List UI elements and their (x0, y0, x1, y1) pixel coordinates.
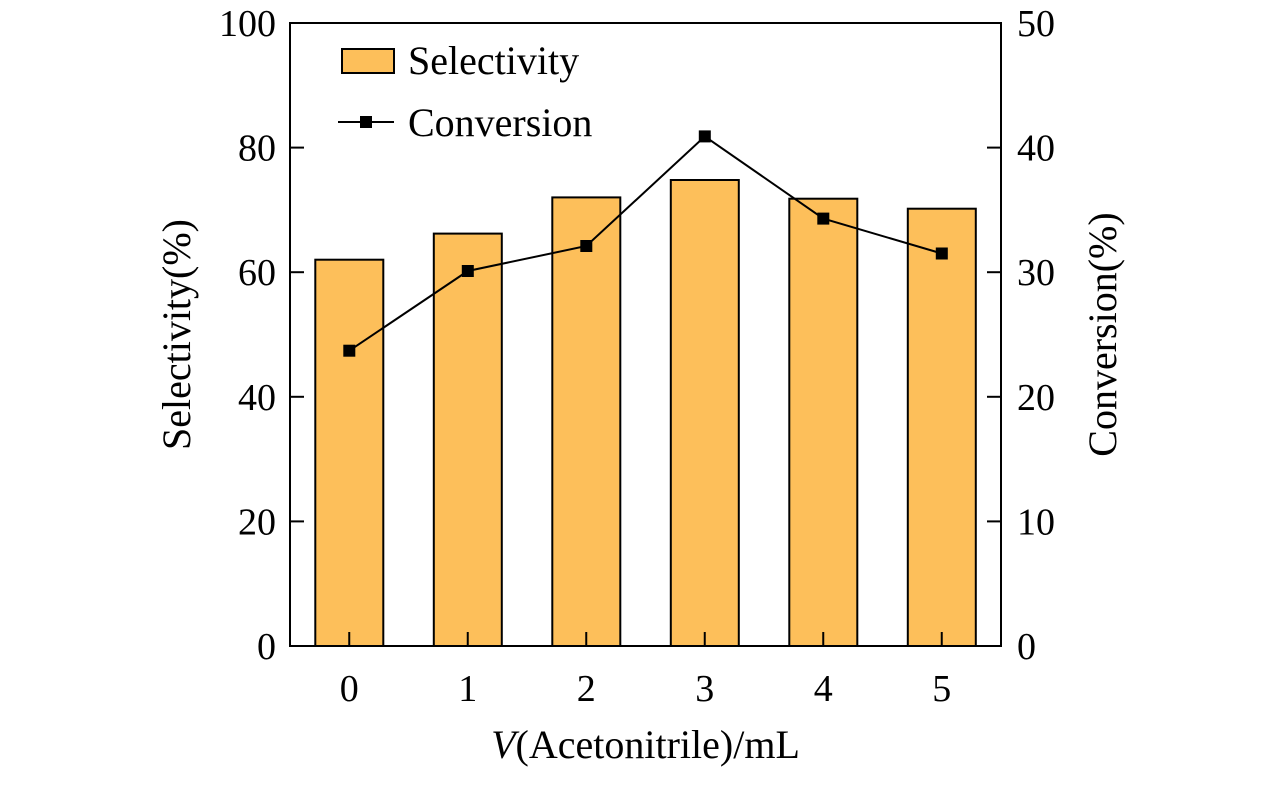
left-y-tick-label-0: 0 (257, 626, 276, 668)
legend-selectivity-label: Selectivity (408, 38, 579, 83)
selectivity-bar-0 (314, 258, 385, 647)
selectivity-bar-4 (788, 197, 859, 647)
plot-frame (289, 22, 1002, 647)
right-y-axis-ticks: 0 10 20 30 40 50 (987, 3, 1055, 668)
right-y-axis-title: Conversion(%) (1080, 212, 1125, 456)
left-y-axis-title: Selectivity(%) (154, 219, 199, 450)
right-y-tick-label-50: 50 (1017, 3, 1055, 45)
x-tick-label-3: 3 (695, 668, 714, 710)
conversion-point-5 (935, 247, 948, 260)
legend-conversion-label: Conversion (408, 100, 592, 145)
selectivity-bar-1 (432, 232, 503, 647)
right-y-tick-label-30: 30 (1017, 252, 1055, 294)
right-y-tick-label-0: 0 (1017, 626, 1036, 668)
right-y-tick-label-10: 10 (1017, 501, 1055, 543)
right-y-tick-label-40: 40 (1017, 128, 1055, 170)
x-axis-title-italic: V (491, 722, 520, 767)
left-y-tick-label-20: 20 (238, 501, 276, 543)
conversion-point-2 (580, 240, 593, 252)
x-tick-label-2: 2 (577, 668, 596, 710)
conversion-point-1 (461, 265, 474, 277)
left-y-tick-label-60: 60 (238, 252, 276, 294)
selectivity-bar-3 (669, 179, 740, 647)
conversion-point-3 (698, 130, 711, 143)
conversion-line (348, 135, 943, 352)
x-axis-title-rest: (Acetonitrile)/mL (516, 722, 800, 767)
legend-conversion-marker (360, 116, 372, 128)
legend: Selectivity Conversion (338, 38, 592, 145)
x-tick-label-5: 5 (932, 668, 951, 710)
legend-selectivity-swatch (341, 48, 395, 74)
conversion-series-group (343, 130, 948, 357)
x-tick-label-1: 1 (458, 668, 477, 710)
x-axis-title: V(Acetonitrile)/mL (491, 722, 800, 767)
left-y-axis-ticks: 0 20 40 60 80 100 (219, 3, 304, 668)
selectivity-bar-5 (906, 207, 977, 647)
x-tick-label-4: 4 (814, 668, 833, 710)
x-tick-label-0: 0 (340, 668, 359, 710)
bars-group (314, 179, 977, 647)
conversion-point-4 (817, 212, 830, 225)
conversion-point-0 (343, 344, 356, 357)
left-y-tick-label-40: 40 (238, 377, 276, 419)
right-y-tick-label-20: 20 (1017, 377, 1055, 419)
selectivity-bar-2 (551, 196, 622, 647)
x-axis-ticks: 0 1 2 3 4 5 (340, 632, 951, 710)
left-y-tick-label-80: 80 (238, 128, 276, 170)
left-y-tick-label-100: 100 (219, 3, 276, 45)
